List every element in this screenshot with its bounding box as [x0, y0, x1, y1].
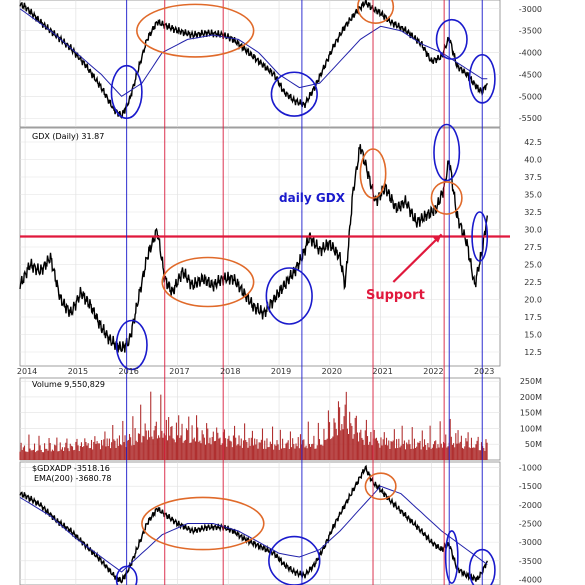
y-tick-label: 32.5 [524, 208, 542, 217]
y-tick-label: -3500 [519, 27, 542, 36]
y-tick-label: 15.0 [524, 331, 542, 340]
y-tick-label: 100M [520, 424, 542, 433]
x-tick-label: 2019 [271, 367, 291, 376]
y-tick-label: 42.5 [524, 138, 542, 147]
highlight-ellipse [468, 548, 496, 585]
y-tick-label: 12.5 [524, 348, 542, 357]
highlight-ellipse [136, 3, 255, 58]
highlight-ellipse [364, 472, 397, 501]
highlight-ellipse [265, 267, 313, 325]
y-tick-label: 250M [520, 377, 542, 386]
y-tick-label: 30.0 [524, 226, 542, 235]
support-arrow-head [433, 234, 442, 243]
y-tick-label: -1000 [519, 464, 542, 473]
x-tick-label: 2016 [118, 367, 138, 376]
highlight-ellipse [471, 211, 489, 262]
y-tick-label: 37.5 [524, 173, 542, 182]
y-tick-label: -4000 [519, 575, 542, 584]
gdx_daily-price-line [19, 144, 488, 353]
panel-frame-gdxadp_top [19, 0, 501, 128]
y-tick-label: -5500 [519, 114, 542, 123]
highlight-ellipse [359, 148, 387, 199]
gdxadp_top-price-line [19, 0, 488, 119]
grid-lines [20, 0, 500, 585]
highlight-ellipse [433, 123, 461, 182]
gdxadp_bottom-ema-line [19, 485, 488, 573]
gdxadp_bottom-price-line [19, 464, 488, 584]
y-tick-label: -4500 [519, 70, 542, 79]
y-tick-label: -3000 [519, 5, 542, 14]
ema-legend: EMA(200) -3680.78 [34, 474, 111, 483]
highlight-ellipse [356, 0, 395, 25]
y-tick-label: 25.0 [524, 261, 542, 270]
gdxadp-panel-header: $GDXADP -3518.16 [32, 464, 110, 473]
highlight-ellipse [270, 71, 318, 117]
x-tick-label: 2015 [68, 367, 88, 376]
y-tick-label: 17.5 [524, 313, 542, 322]
highlight-ellipse [115, 319, 148, 371]
y-tick-label: 20.0 [524, 296, 542, 305]
highlight-ellipse [161, 256, 255, 308]
x-tick-label: 2017 [169, 367, 189, 376]
y-tick-label: 35.0 [524, 191, 542, 200]
daily-gdx-annotation: daily GDX [279, 191, 346, 205]
y-tick-label: -3000 [519, 538, 542, 547]
y-tick-label: -3500 [519, 557, 542, 566]
labels-layer: GDX (Daily) 31.87 Volume 9,550,829 $GDXA… [17, 5, 542, 585]
highlight-ellipse [435, 18, 468, 60]
y-tick-label: 27.5 [524, 243, 542, 252]
y-tick-label: -4000 [519, 49, 542, 58]
highlight-ellipse [110, 64, 143, 120]
highlight-ellipse [444, 530, 459, 584]
annotation-circles [110, 0, 496, 585]
highlight-ellipse [141, 496, 265, 551]
gdx-panel-header: GDX (Daily) 31.87 [32, 132, 104, 141]
gdxadp_top-ema-line [19, 8, 488, 97]
x-tick-label: 2022 [423, 367, 443, 376]
x-tick-label: 2018 [220, 367, 240, 376]
volume-panel-header: Volume 9,550,829 [32, 380, 105, 389]
highlight-ellipse [468, 53, 496, 104]
y-tick-label: 200M [520, 393, 542, 402]
y-tick-label: 150M [520, 409, 542, 418]
y-tick-label: -2000 [519, 501, 542, 510]
support-annotation: Support [366, 288, 425, 303]
vertical-markers [20, 0, 510, 585]
y-tick-label: 40.0 [524, 156, 542, 165]
highlight-ellipse [115, 565, 138, 585]
support-arrow-shaft [392, 233, 443, 283]
highlight-ellipse [430, 181, 463, 215]
x-tick-label: 2020 [322, 367, 342, 376]
y-tick-label: 22.5 [524, 278, 542, 287]
y-tick-label: 50M [525, 440, 542, 449]
series-layer [19, 0, 488, 584]
x-tick-label: 2021 [372, 367, 392, 376]
x-tick-label: 2014 [17, 367, 37, 376]
y-tick-label: -1500 [519, 482, 542, 491]
y-tick-label: -5000 [519, 92, 542, 101]
y-tick-label: -2500 [519, 520, 542, 529]
x-tick-label: 2023 [474, 367, 494, 376]
